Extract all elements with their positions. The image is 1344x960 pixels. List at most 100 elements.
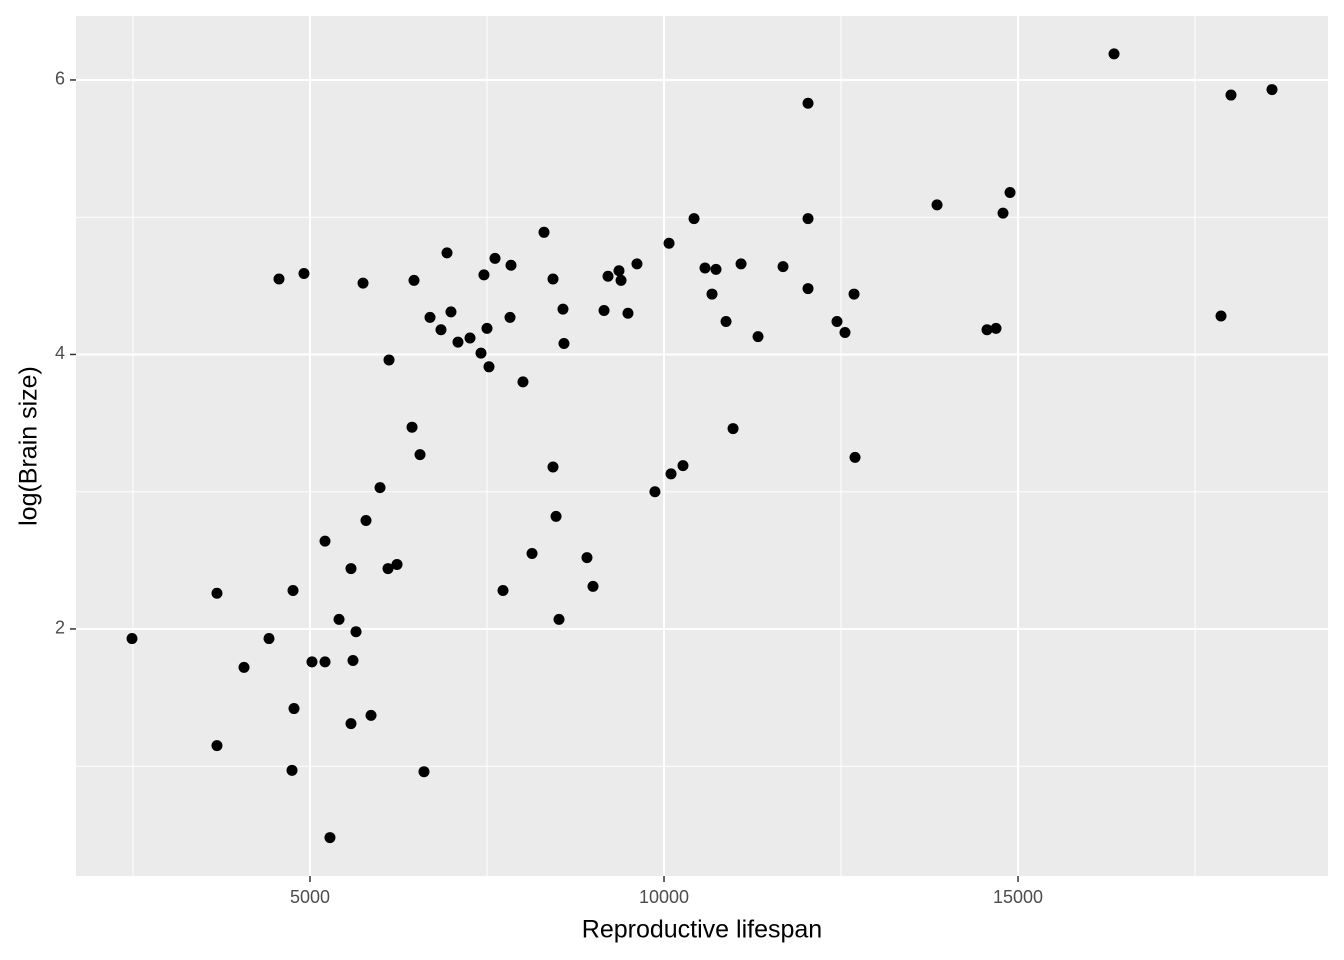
point [418,766,430,778]
point [663,237,675,249]
point [706,288,718,300]
point [345,718,357,730]
point [688,213,700,225]
point [347,655,359,667]
point [849,451,861,463]
point [273,273,285,285]
point [1004,187,1016,199]
point [735,258,747,270]
point [1225,89,1237,101]
point [452,336,464,348]
point [665,468,677,480]
point [1108,48,1120,60]
point [557,303,569,315]
point [441,247,453,259]
point [287,585,299,597]
point [288,703,300,715]
point [306,656,318,668]
point [710,263,722,275]
point [383,354,395,366]
y-axis-title: log(Brain size) [15,366,43,526]
point [997,207,1009,219]
plot-panel [76,16,1328,876]
point [602,270,614,282]
point [981,324,993,336]
x-tick-label: 5000 [290,887,330,907]
point [727,423,739,435]
point [345,563,357,575]
point [931,199,943,211]
point [298,267,310,279]
y-tick-label: 4 [55,343,65,363]
point [478,269,490,281]
point [581,552,593,564]
point [263,633,275,645]
point [374,482,386,494]
point [677,460,689,472]
point [319,656,331,668]
point [598,305,610,317]
point [382,563,394,575]
point [547,461,559,473]
point [414,449,426,461]
point [990,322,1002,334]
point [587,580,599,592]
point [333,613,345,625]
point [550,510,562,522]
point [848,288,860,300]
x-tick-label: 15000 [993,887,1043,907]
point [408,274,420,286]
point [126,633,138,645]
point [839,326,851,338]
point [357,277,369,289]
point [777,261,789,273]
point [435,324,447,336]
point [324,832,336,844]
point [504,311,516,323]
point [481,322,493,334]
point [699,262,711,274]
point [615,274,627,286]
point [547,273,559,285]
point [720,316,732,328]
point [211,740,223,752]
x-axis-title: Reproductive lifespan [582,916,822,944]
point [1266,84,1278,96]
point [526,547,538,559]
point [831,316,843,328]
point [538,226,550,238]
point [350,626,362,638]
point [802,283,814,295]
point [360,515,372,527]
point [631,258,643,270]
y-tick-label: 2 [55,618,65,638]
point [558,337,570,349]
point [319,535,331,547]
point [802,97,814,109]
point [505,259,517,271]
y-tick-label: 6 [55,69,65,89]
point [286,764,298,776]
point [497,585,509,597]
point [649,486,661,498]
point [553,613,565,625]
point [483,361,495,373]
point [475,347,487,359]
point [489,252,501,264]
point [517,376,529,388]
point [406,421,418,433]
x-tick-label: 10000 [639,887,689,907]
point [424,311,436,323]
point [622,307,634,319]
point [211,587,223,599]
point [613,265,625,277]
point [365,709,377,721]
point [752,331,764,343]
point [238,661,250,673]
point [445,306,457,318]
point [464,332,476,344]
point [802,213,814,225]
point [1215,310,1227,322]
